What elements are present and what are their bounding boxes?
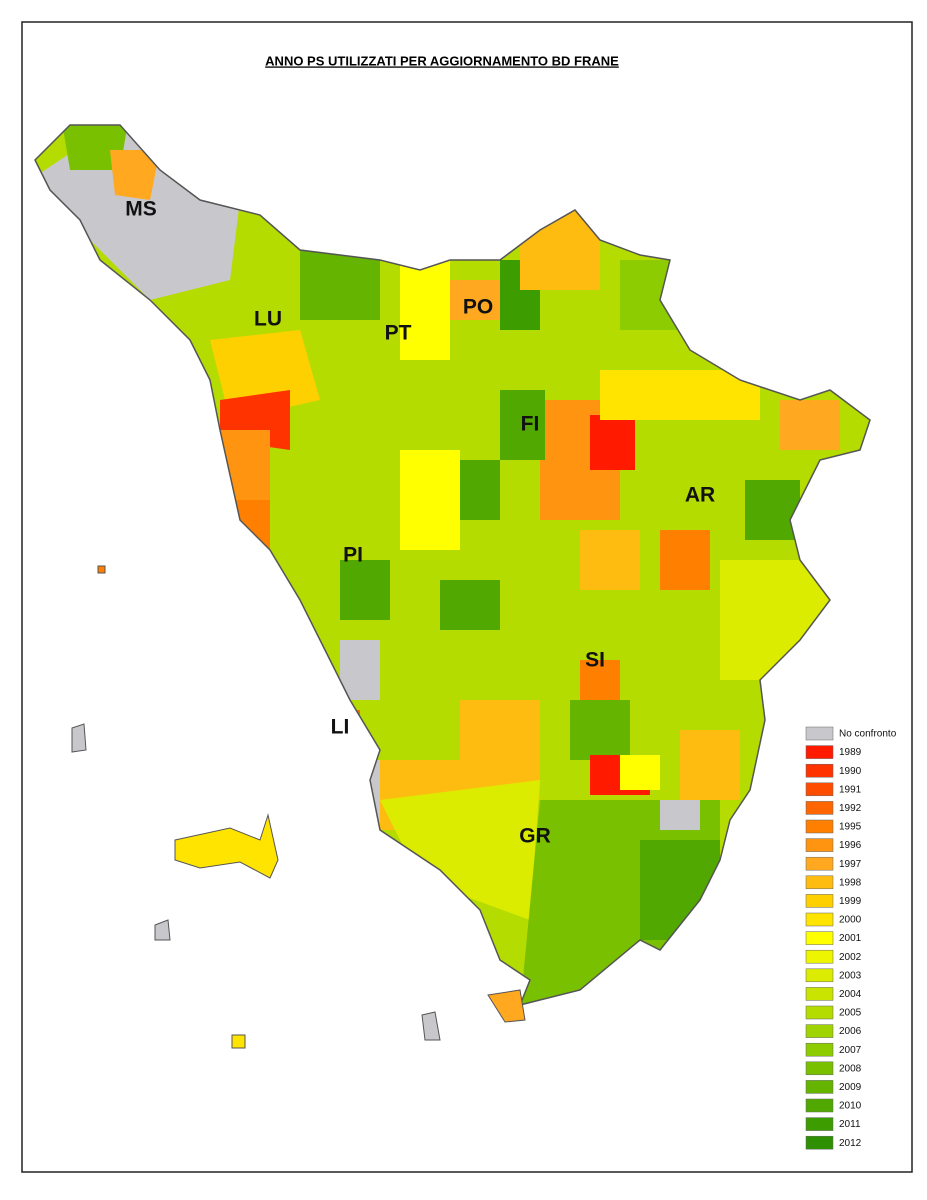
island <box>154 919 171 941</box>
island <box>487 989 526 1023</box>
legend-swatch <box>805 1024 834 1038</box>
legend-swatch <box>805 1135 834 1150</box>
legend-label: 2003 <box>839 970 862 981</box>
legend-label: 2011 <box>839 1119 861 1130</box>
legend-swatch <box>805 931 834 945</box>
legend-swatch <box>805 968 834 983</box>
legend-label: 1998 <box>839 877 862 888</box>
province-label: SI <box>585 649 605 672</box>
province-label: MS <box>125 198 157 221</box>
legend-label: 1992 <box>839 803 862 814</box>
province-label: PT <box>385 322 412 345</box>
legend-swatch <box>805 1042 834 1057</box>
legend-label: 1999 <box>839 896 862 907</box>
island <box>71 723 87 753</box>
legend-swatch <box>805 1117 834 1131</box>
legend-label: 2008 <box>839 1063 862 1074</box>
province-label: AR <box>685 484 715 507</box>
island <box>97 565 106 574</box>
legend-label: 2009 <box>839 1082 862 1093</box>
legend-swatch <box>805 1080 834 1094</box>
legend-swatch <box>805 875 834 890</box>
legend-label: 2001 <box>839 933 862 944</box>
legend-swatch <box>805 726 834 741</box>
legend-swatch <box>805 1005 834 1020</box>
province-label: LU <box>254 308 282 331</box>
legend-label: 1990 <box>839 766 862 777</box>
legend-label: No confronto <box>839 729 897 740</box>
legend-label: 2007 <box>839 1045 862 1056</box>
province-labels: MS LU PT PO FI AR PI SI LI GR <box>125 198 715 848</box>
legend-label: 2010 <box>839 1101 862 1112</box>
map-title: ANNO PS UTILIZZATI PER AGGIORNAMENTO BD … <box>265 53 619 68</box>
legend-label: 2004 <box>839 989 862 1000</box>
legend-swatch <box>805 894 834 908</box>
legend-swatch <box>805 856 834 871</box>
legend-swatch <box>805 745 834 759</box>
legend-swatch <box>805 838 834 852</box>
legend-label: 2000 <box>839 915 862 926</box>
legend-swatch <box>805 1061 834 1076</box>
province-label: LI <box>331 716 350 739</box>
province-label: PO <box>463 296 493 319</box>
island <box>421 1011 441 1041</box>
legend-label: 1997 <box>839 859 862 870</box>
province-label: FI <box>521 413 540 436</box>
island-elba <box>174 813 279 879</box>
legend-swatch <box>805 801 834 815</box>
legend-swatch <box>805 819 834 834</box>
legend-label: 2006 <box>839 1026 862 1037</box>
island <box>231 1034 246 1049</box>
legend-swatch <box>805 912 834 927</box>
province-label: GR <box>519 825 551 848</box>
legend-label: 1995 <box>839 822 862 833</box>
legend-label: 1989 <box>839 747 862 758</box>
legend-label: 2012 <box>839 1138 862 1149</box>
legend-swatch <box>805 949 834 964</box>
legend-label: 1996 <box>839 840 862 851</box>
legend-label: 1991 <box>839 784 862 795</box>
province-label: PI <box>343 544 363 567</box>
legend-label: 2005 <box>839 1008 862 1019</box>
legend-label: 2002 <box>839 952 862 963</box>
legend-swatch <box>805 782 834 797</box>
legend: No confronto 1989 1990 1991 1992 1995 1996 1997… <box>805 726 897 1150</box>
legend-swatch <box>805 987 834 1001</box>
legend-swatch <box>805 1098 834 1113</box>
legend-swatch <box>805 763 834 778</box>
